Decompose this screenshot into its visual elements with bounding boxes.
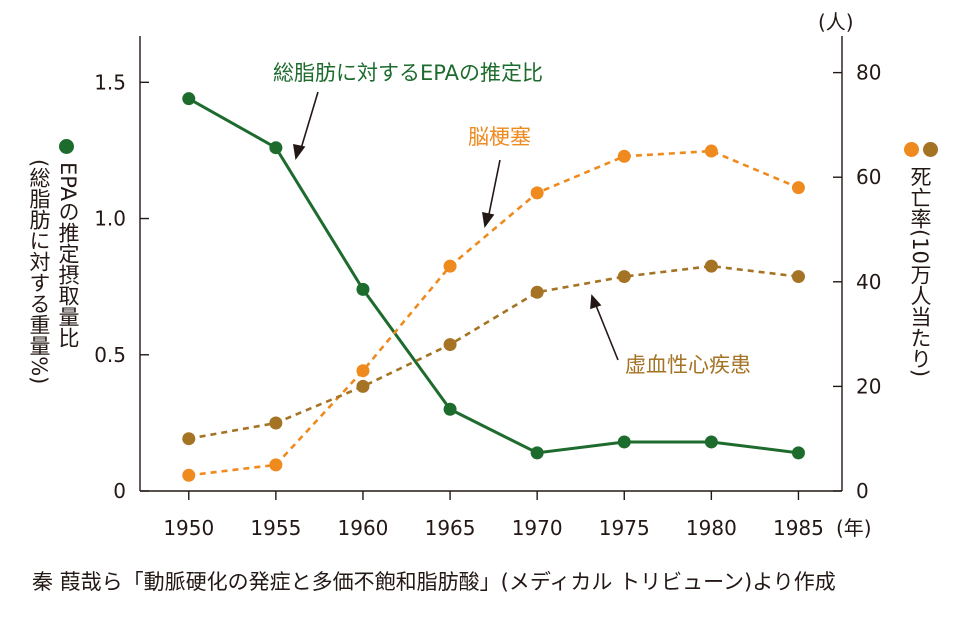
data-point-s0: [443, 402, 457, 416]
data-point-s1: [443, 259, 457, 273]
left-tick-label: 0.5: [94, 343, 126, 367]
right-tick-label: 80: [856, 61, 881, 85]
data-point-s2: [530, 285, 544, 299]
right-tick-label: 60: [856, 165, 881, 189]
x-tick-label: 1985: [773, 516, 824, 540]
data-point-s1: [704, 144, 718, 158]
data-point-s0: [704, 435, 718, 449]
x-tick-label: 1965: [425, 516, 476, 540]
series-label-heart: 虚血性心疾患: [625, 353, 751, 377]
data-point-s2: [617, 270, 631, 284]
series-label-stroke: 脳梗塞: [468, 125, 531, 149]
x-tick-label: 1955: [250, 516, 301, 540]
right-tick-label: 20: [856, 374, 881, 398]
x-tick-label: 1975: [599, 516, 650, 540]
data-point-s1: [182, 468, 196, 482]
data-point-s0: [530, 446, 544, 460]
data-point-s1: [617, 149, 631, 163]
arrow-epa-head: [293, 143, 306, 161]
heart-legend-dot: [923, 142, 938, 157]
data-point-s1: [269, 458, 283, 472]
data-point-s1: [791, 181, 805, 195]
arrow-heart: [594, 302, 619, 361]
arrow-stroke-head: [482, 211, 495, 229]
right-axis-unit: (人): [818, 10, 854, 34]
data-point-s0: [269, 141, 283, 155]
left-axis-label-line1: EPAの推定摂取量比: [56, 162, 80, 348]
left-tick-label: 0: [113, 479, 126, 503]
data-point-s2: [443, 338, 457, 352]
arrow-heart-head: [590, 294, 602, 310]
right-tick-label: 0: [856, 479, 869, 503]
stroke-legend-dot: [904, 142, 919, 157]
annotation-arrows: [293, 91, 619, 361]
data-point-s2: [704, 259, 718, 273]
series-line-1: [188, 149, 799, 477]
left-tick-label: 1.0: [94, 207, 126, 231]
left-tick-label: 1.5: [94, 70, 126, 94]
series-line-0: [188, 97, 799, 455]
x-tick-label: 1980: [686, 516, 737, 540]
series-label-epa: 総脂肪に対するEPAの推定比: [273, 61, 543, 85]
data-point-s2: [356, 379, 370, 393]
epa-legend-dot: [59, 139, 74, 154]
series-line-2: [188, 264, 799, 440]
data-point-s2: [791, 270, 805, 284]
series-lines: [188, 97, 799, 477]
tick-labels: 0 0.5 1.0 1.5 0 20 40 60 80 1950 1955 1960 1965 1970 1…: [94, 61, 881, 540]
source-citation: 秦 葭哉ら「動脈硬化の発症と多価不飽和脂肪酸」(メディカル トリビューン)より作…: [32, 570, 836, 594]
data-point-s0: [617, 435, 631, 449]
arrow-stroke: [487, 159, 501, 220]
right-tick-label: 40: [856, 270, 881, 294]
left-axis-label-line2: (総脂肪に対する重量%): [27, 159, 51, 385]
data-point-s2: [182, 432, 196, 446]
arrow-epa: [299, 91, 319, 153]
data-point-s0: [791, 446, 805, 460]
data-point-s0: [356, 282, 370, 296]
x-tick-label: 1950: [163, 516, 214, 540]
data-point-s1: [356, 364, 370, 378]
x-tick-label: 1960: [338, 516, 389, 540]
data-point-s1: [530, 186, 544, 200]
right-axis-label: 死亡率(10万人当たり): [908, 166, 932, 378]
x-tick-label: 1970: [512, 516, 563, 540]
axes: [139, 36, 843, 500]
x-axis-unit: (年): [836, 516, 872, 540]
series-points: [182, 92, 805, 482]
data-point-s0: [182, 92, 196, 106]
data-point-s2: [269, 416, 283, 430]
